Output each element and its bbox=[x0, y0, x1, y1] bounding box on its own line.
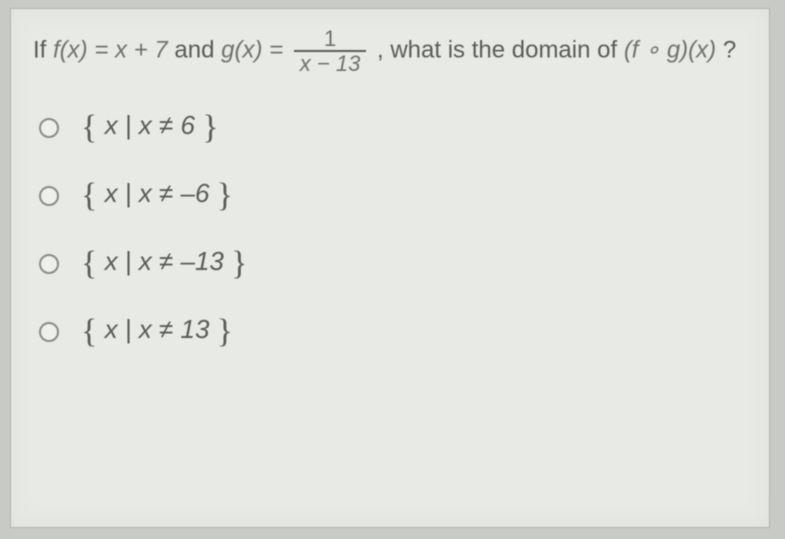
q-prefix: If bbox=[33, 36, 53, 63]
radio-icon[interactable] bbox=[39, 322, 59, 342]
brace-open: { bbox=[81, 109, 97, 146]
q-frac-num: 1 bbox=[294, 27, 367, 50]
option-d-text: { x | x ≠ 13 } bbox=[81, 313, 233, 351]
brace-open: { bbox=[81, 245, 97, 282]
option-b-text: { x | x ≠ –6 } bbox=[81, 177, 233, 215]
brace-close: } bbox=[231, 245, 247, 282]
q-gx-lhs: g(x) = bbox=[221, 36, 290, 63]
option-b[interactable]: { x | x ≠ –6 } bbox=[39, 177, 747, 215]
radio-icon[interactable] bbox=[39, 186, 59, 206]
option-b-body: x | x ≠ –6 bbox=[105, 178, 210, 208]
q-frac-den: x − 13 bbox=[294, 50, 367, 75]
option-a[interactable]: { x | x ≠ 6 } bbox=[39, 109, 747, 147]
question-panel: If f(x) = x + 7 and g(x) = 1 x − 13 , wh… bbox=[10, 8, 770, 528]
brace-close: } bbox=[217, 177, 233, 214]
option-c[interactable]: { x | x ≠ –13 } bbox=[39, 245, 747, 283]
q-composition: (f ∘ g)(x) bbox=[624, 36, 716, 63]
q-tail-a: , what is the domain of bbox=[377, 36, 624, 63]
option-d-body: x | x ≠ 13 bbox=[105, 314, 210, 344]
q-and: and bbox=[174, 36, 221, 63]
brace-open: { bbox=[81, 313, 97, 350]
option-c-text: { x | x ≠ –13 } bbox=[81, 245, 247, 283]
option-c-body: x | x ≠ –13 bbox=[105, 246, 224, 276]
q-tail-b: ? bbox=[723, 36, 736, 63]
brace-close: } bbox=[202, 109, 218, 146]
question-text: If f(x) = x + 7 and g(x) = 1 x − 13 , wh… bbox=[33, 27, 747, 75]
radio-icon[interactable] bbox=[39, 118, 59, 138]
brace-close: } bbox=[217, 313, 233, 350]
q-fx: f(x) = x + 7 bbox=[53, 36, 168, 63]
q-fraction: 1 x − 13 bbox=[294, 27, 367, 75]
option-a-text: { x | x ≠ 6 } bbox=[81, 109, 219, 147]
option-a-body: x | x ≠ 6 bbox=[105, 110, 195, 140]
radio-icon[interactable] bbox=[39, 254, 59, 274]
brace-open: { bbox=[81, 177, 97, 214]
options-group: { x | x ≠ 6 } { x | x ≠ –6 } { x | x ≠ –… bbox=[39, 109, 747, 351]
option-d[interactable]: { x | x ≠ 13 } bbox=[39, 313, 747, 351]
